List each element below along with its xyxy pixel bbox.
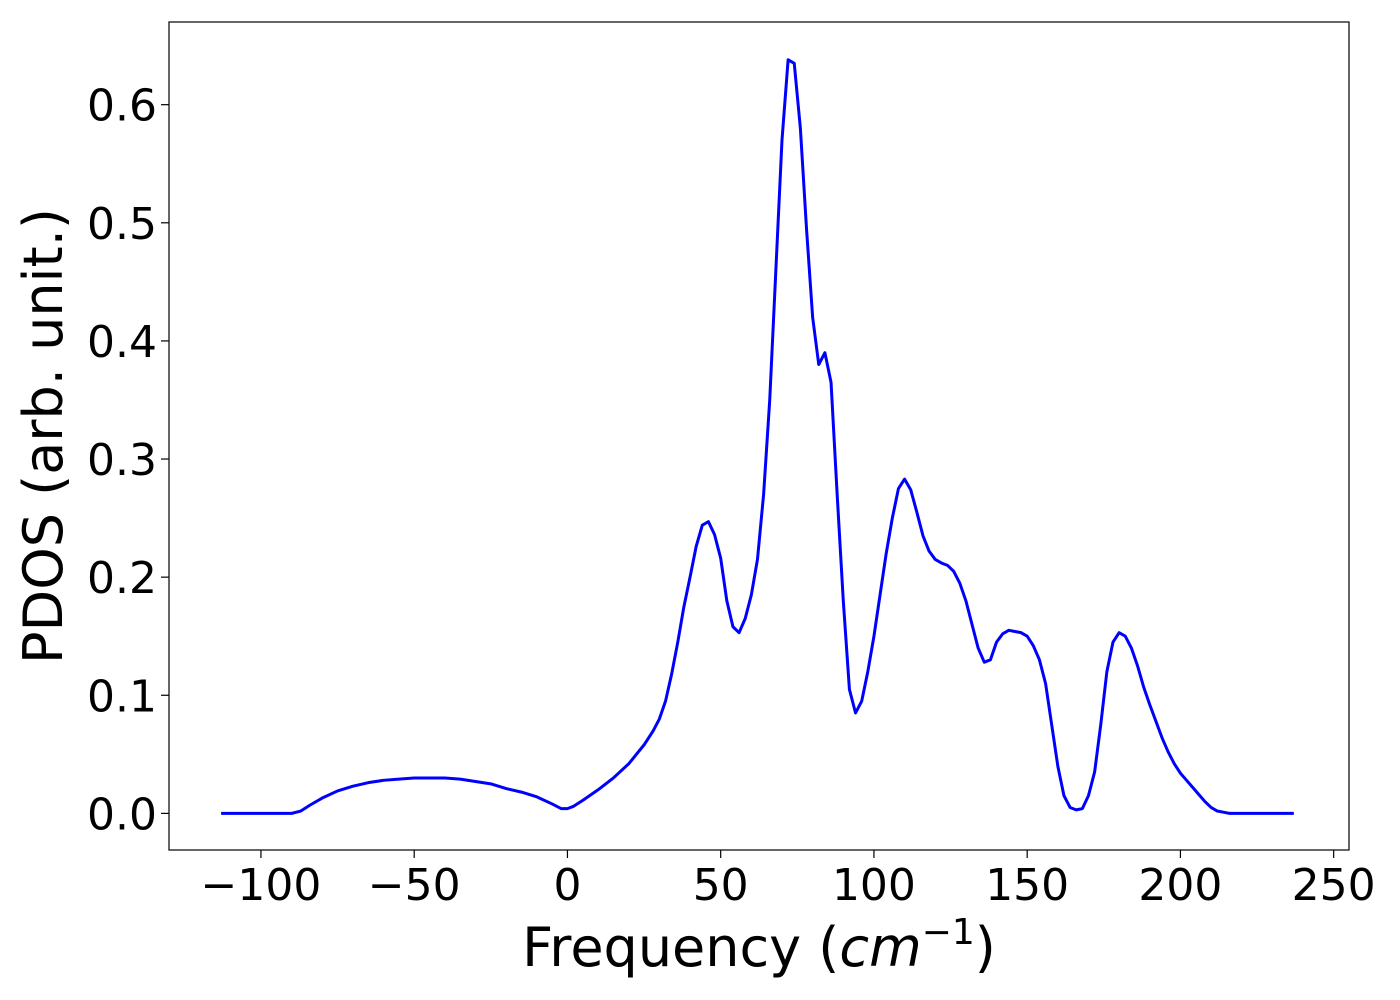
plot-layer <box>221 58 1294 815</box>
y-tick-label: 0.5 <box>87 199 157 250</box>
x-axis-title-math: cm <box>839 916 921 979</box>
y-tick-label: 0.6 <box>87 81 157 132</box>
x-axis-title-close: ) <box>975 916 996 979</box>
plot-frame <box>168 21 1350 851</box>
x-tick-label: −50 <box>368 860 461 911</box>
x-tick-label: 150 <box>985 860 1069 911</box>
x-axis-ticks: −100 −50 0 50 100 150 200 250 <box>201 850 1376 911</box>
x-tick-label: −100 <box>201 860 322 911</box>
y-tick-label: 0.1 <box>87 671 157 722</box>
x-tick-label: 50 <box>693 860 749 911</box>
x-tick-label: 100 <box>832 860 916 911</box>
series-line-0 <box>221 58 1294 815</box>
x-axis-title: Frequency (cm−1) <box>522 912 996 979</box>
y-tick-label: 0.0 <box>87 789 157 840</box>
y-tick-label: 0.3 <box>87 435 157 486</box>
y-axis-title: PDOS (arb. unit.) <box>12 208 75 664</box>
x-tick-label: 200 <box>1138 860 1222 911</box>
x-axis-title-superscript: −1 <box>922 912 975 953</box>
y-tick-label: 0.4 <box>87 317 157 368</box>
x-axis-title-text: Frequency ( <box>522 916 839 979</box>
y-tick-label: 0.2 <box>87 553 157 604</box>
x-tick-label: 0 <box>553 860 581 911</box>
y-axis-ticks: 0.0 0.1 0.2 0.3 0.4 0.5 0.6 <box>87 81 169 840</box>
x-tick-label: 250 <box>1292 860 1376 911</box>
